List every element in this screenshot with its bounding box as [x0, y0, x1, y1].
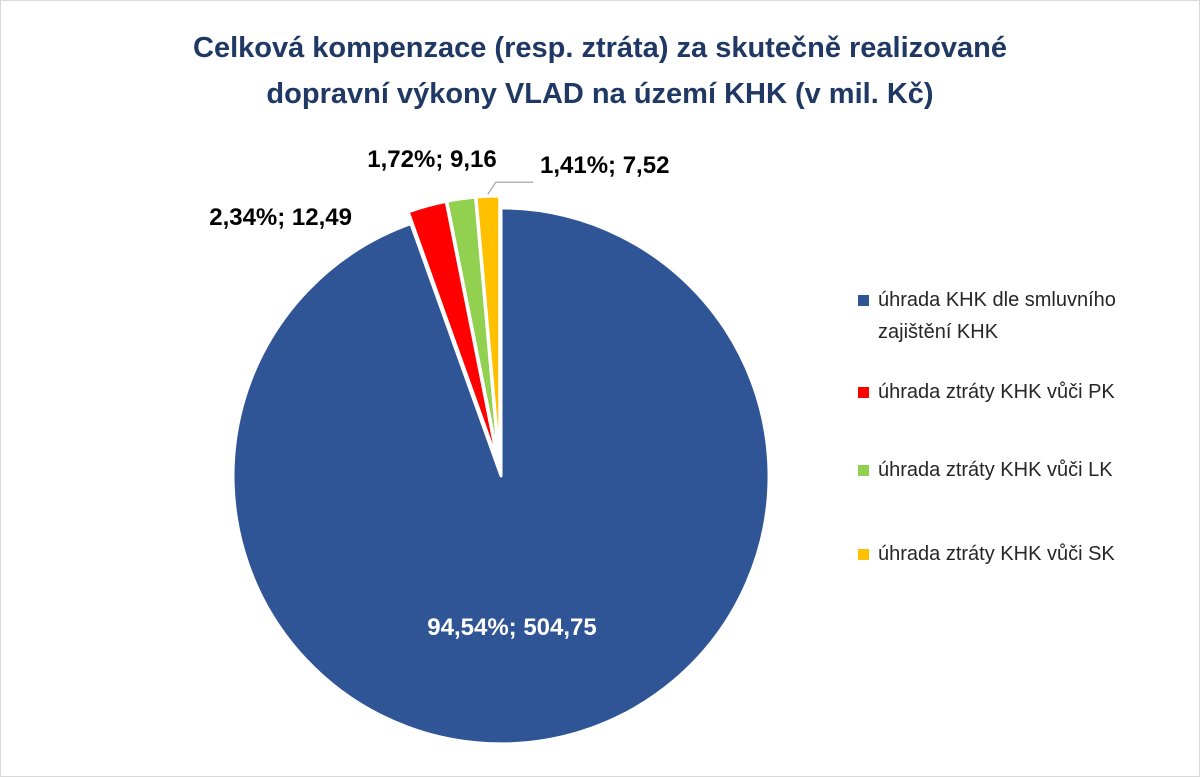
- legend-item-smluvni-zajisteni: úhrada KHK dle smluvního zajištění KHK: [858, 284, 1116, 348]
- legend-label-line: zajištění KHK: [878, 321, 999, 343]
- legend-label: úhrada ztráty KHK vůči PK: [878, 376, 1115, 408]
- data-label-ztrata-lk: 1,72%; 9,16: [367, 146, 496, 173]
- legend-label: úhrada KHK dle smluvního zajištění KHK: [878, 284, 1116, 348]
- chart-title-line-1: Celková kompenzace (resp. ztráta) za sku…: [193, 32, 1007, 64]
- legend-item-ztrata-lk: úhrada ztráty KHK vůči LK: [858, 454, 1113, 486]
- legend-swatch: [858, 465, 869, 476]
- legend-label-line: úhrada ztráty KHK vůči SK: [878, 543, 1115, 565]
- data-label-leader-line: [487, 181, 533, 195]
- slice-smluvni-zajisteni: [231, 206, 771, 746]
- data-label-smluvni-zajisteni: 94,54%; 504,75: [427, 614, 596, 641]
- data-label-ztrata-sk: 1,41%; 7,52: [540, 152, 669, 179]
- legend-swatch: [858, 295, 869, 306]
- legend-label-line: úhrada KHK dle smluvního: [878, 289, 1116, 311]
- legend-swatch: [858, 549, 869, 560]
- legend-item-ztrata-sk: úhrada ztráty KHK vůči SK: [858, 538, 1115, 570]
- legend-label: úhrada ztráty KHK vůči LK: [878, 454, 1113, 486]
- legend-label-line: úhrada ztráty KHK vůči LK: [878, 459, 1113, 481]
- legend-label: úhrada ztráty KHK vůči SK: [878, 538, 1115, 570]
- legend-swatch: [858, 387, 869, 398]
- data-label-ztrata-pk: 2,34%; 12,49: [209, 204, 352, 231]
- legend-item-ztrata-pk: úhrada ztráty KHK vůči PK: [858, 376, 1115, 408]
- chart-title-line-2: dopravní výkony VLAD na území KHK (v mil…: [266, 78, 934, 110]
- slice-ztrata-sk: [474, 194, 502, 466]
- legend-label-line: úhrada ztráty KHK vůči PK: [878, 381, 1115, 403]
